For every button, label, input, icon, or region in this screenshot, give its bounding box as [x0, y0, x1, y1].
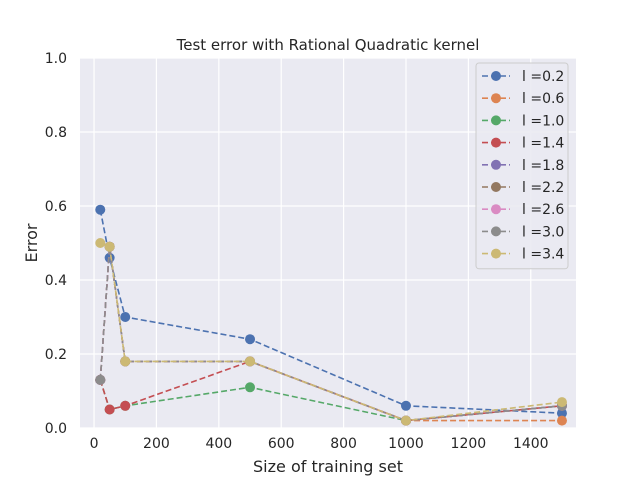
- x-tick-label: 800: [330, 436, 357, 452]
- legend-label: l =2.6: [522, 202, 564, 218]
- y-tick-label: 0.6: [45, 199, 67, 215]
- series-line: [100, 242, 563, 422]
- data-point: [556, 408, 567, 419]
- x-tick-label: 0: [90, 436, 99, 452]
- y-axis-label: Error: [22, 223, 41, 262]
- y-tick-label: 0.0: [45, 421, 67, 437]
- legend-item: l =1.8: [482, 158, 564, 174]
- legend-item: l =3.4: [482, 247, 564, 263]
- legend-label: l =0.2: [522, 69, 564, 85]
- legend-marker: [491, 159, 501, 170]
- x-tick-labels: 0 200 400 600 800 1000 1200 1400: [90, 436, 549, 452]
- data-point: [120, 356, 131, 367]
- data-point: [245, 334, 256, 345]
- data-point: [95, 374, 106, 385]
- legend-item: l =0.2: [482, 69, 564, 85]
- legend-marker: [491, 71, 501, 81]
- data-point: [95, 238, 106, 248]
- data-point: [120, 312, 131, 322]
- legend-label: l =1.4: [522, 136, 564, 152]
- legend-marker: [491, 226, 501, 237]
- legend-item: l =1.4: [482, 136, 564, 152]
- legend-item: l =2.6: [482, 202, 564, 218]
- data-point: [556, 397, 567, 408]
- series-9: [95, 238, 567, 426]
- x-axis-label: Size of training set: [253, 457, 403, 476]
- data-point: [556, 415, 567, 426]
- series-layer: [95, 204, 567, 426]
- x-tick-label: 1000: [388, 436, 424, 452]
- x-tick-label: 200: [143, 436, 170, 452]
- x-tick-label: 1400: [513, 436, 549, 452]
- legend-label: l =3.0: [522, 224, 564, 240]
- legend-marker: [491, 248, 501, 259]
- legend-label: l =3.4: [522, 247, 564, 263]
- y-tick-label: 0.4: [45, 273, 67, 289]
- y-tick-labels: 0.0 0.2 0.4 0.6 0.8 1.0: [45, 51, 67, 437]
- legend-item: l =1.0: [482, 113, 564, 129]
- legend-item: l =3.0: [482, 224, 564, 240]
- data-point: [120, 400, 131, 411]
- data-point: [245, 382, 256, 393]
- legend-item: l =0.6: [482, 91, 564, 107]
- data-point: [104, 241, 115, 252]
- data-point: [400, 415, 411, 426]
- data-point: [245, 356, 256, 367]
- legend-marker: [491, 93, 501, 104]
- data-point: [400, 400, 411, 411]
- y-tick-label: 0.2: [45, 347, 67, 363]
- chart-title: Test error with Rational Quadratic kerne…: [176, 36, 480, 54]
- x-tick-label: 1200: [451, 436, 487, 452]
- data-point: [104, 252, 115, 263]
- data-point: [104, 404, 115, 415]
- legend-label: l =1.8: [522, 158, 564, 174]
- legend: l =0.2 l =0.6 l =1.0 l =1.4 l =1.8 l =2.2 l =2…: [475, 62, 569, 270]
- data-point: [95, 204, 106, 215]
- legend-label: l =1.0: [522, 113, 564, 129]
- legend-item: l =2.2: [482, 180, 564, 196]
- legend-label: l =0.6: [522, 91, 564, 107]
- legend-marker: [491, 137, 501, 148]
- legend-marker: [491, 204, 501, 215]
- x-tick-label: 600: [268, 436, 295, 452]
- series-1: [95, 204, 567, 419]
- y-tick-label: 1.0: [45, 51, 67, 67]
- series-line: [99, 379, 563, 422]
- legend-label: l =2.2: [522, 180, 564, 196]
- y-tick-label: 0.8: [45, 125, 67, 141]
- legend-marker: [491, 182, 501, 192]
- x-tick-label: 400: [205, 436, 232, 452]
- legend-box: [475, 62, 569, 270]
- legend-marker: [491, 115, 501, 126]
